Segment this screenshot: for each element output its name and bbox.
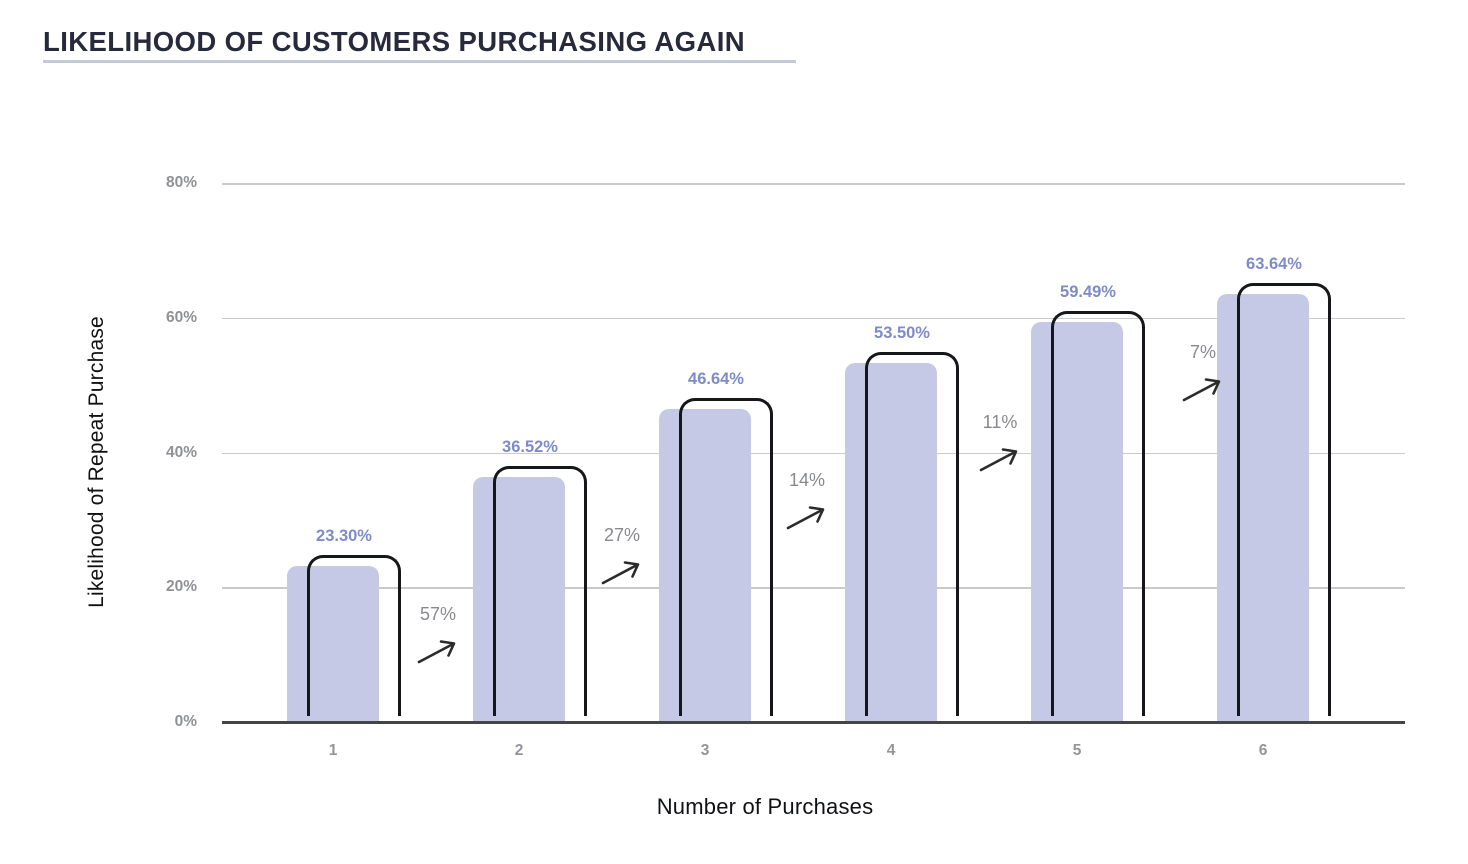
y-axis-tick-label: 60% (165, 308, 197, 326)
bar-highlight-outline (1051, 311, 1145, 716)
arrow-up-right-icon (784, 503, 830, 531)
arrow-up-right-icon (415, 637, 461, 665)
bar-highlight-outline (679, 397, 773, 716)
title-underline (43, 60, 796, 63)
bar-highlight-outline (493, 465, 587, 716)
y-axis-tick-label: 20% (165, 578, 197, 596)
x-axis-title: Number of Purchases (656, 794, 874, 819)
bar-column (287, 566, 379, 722)
bar-value-label: 53.50% (874, 323, 930, 342)
gridline-80 (222, 183, 1405, 185)
growth-percent-label: 11% (982, 412, 1018, 432)
x-axis-tick-label: 4 (886, 742, 896, 759)
bar-highlight-outline (307, 555, 401, 716)
bar-column (1217, 294, 1309, 722)
bar-value-label: 63.64% (1246, 255, 1302, 274)
growth-percent-label: 14% (788, 470, 826, 490)
bar-value-label: 36.52% (502, 437, 558, 456)
arrow-up-right-icon (1180, 375, 1226, 403)
bar-column (473, 476, 565, 722)
bar-column (659, 408, 751, 722)
bar-highlight-outline (1237, 283, 1331, 716)
y-axis-tick-label: 80% (165, 174, 197, 191)
bar-highlight-outline (865, 351, 959, 716)
gridline-60 (222, 317, 1405, 320)
arrow-up-right-icon (977, 445, 1023, 473)
growth-percent-label: 57% (419, 604, 457, 624)
gridline-40 (222, 452, 1405, 454)
x-axis-tick-label: 1 (328, 742, 338, 759)
bar-column (1031, 322, 1123, 722)
x-axis-tick-label: 2 (514, 742, 524, 759)
x-axis-tick-label: 6 (1258, 742, 1268, 759)
arrow-up-right-icon (599, 558, 645, 586)
bar-value-label: 46.64% (688, 369, 744, 388)
bar-column (845, 362, 937, 722)
y-axis-tick-label: 40% (165, 443, 197, 461)
x-axis-tick-label: 3 (700, 742, 710, 759)
y-axis-title: Likelihood of Repeat Purchase (85, 316, 108, 608)
bar-value-label: 59.49% (1060, 283, 1116, 302)
page-title: LIKELIHOOD OF CUSTOMERS PURCHASING AGAIN (43, 26, 745, 57)
growth-percent-label: 7% (1189, 342, 1217, 362)
bar-value-label: 23.30% (316, 527, 372, 546)
x-axis-line (222, 720, 1405, 724)
growth-percent-label: 27% (603, 525, 641, 545)
x-axis-tick-label: 5 (1072, 742, 1082, 759)
y-axis-tick-label: 0% (174, 713, 197, 730)
gridline-20 (222, 587, 1405, 589)
